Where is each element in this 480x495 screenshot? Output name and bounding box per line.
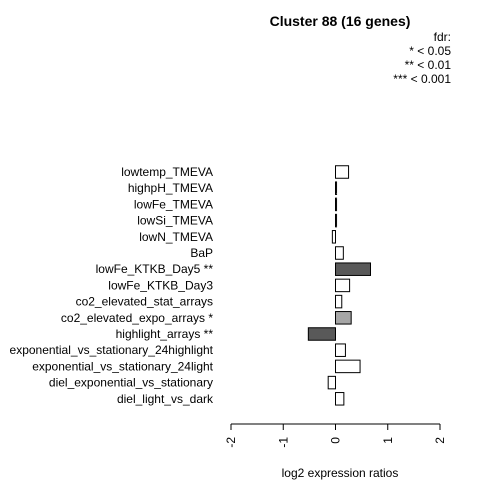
legend-entry: * < 0.05	[409, 44, 451, 58]
bar	[335, 246, 344, 260]
bar	[335, 359, 361, 374]
bars: lowtemp_TMEVA highpH_TMEVA lowFe_TMEVA lowS…	[10, 165, 372, 406]
x-tick-label: 1	[381, 437, 395, 444]
x-tick-label: 2	[433, 437, 447, 444]
bar	[307, 327, 336, 341]
category-label: lowFe_KTKB_Day5 **	[96, 262, 214, 276]
bar	[335, 197, 338, 212]
category-label: diel_light_vs_dark	[117, 392, 214, 406]
category-label: lowN_TMEVA	[139, 230, 213, 244]
category-label: lowFe_KTKB_Day3	[108, 278, 213, 292]
category-label: highpH_TMEVA	[128, 181, 213, 195]
x-tick-label: -2	[224, 437, 238, 448]
legend-entry: ** < 0.01	[405, 58, 452, 72]
legend: fdr: * < 0.05** < 0.01*** < 0.001	[393, 30, 451, 86]
legend-entry: *** < 0.001	[393, 72, 451, 86]
x-tick-label: 0	[329, 437, 343, 444]
bar	[335, 392, 345, 406]
x-axis: -2 -1 0 1 2	[224, 423, 447, 448]
chart-title: Cluster 88 (16 genes)	[270, 13, 411, 29]
bar	[335, 294, 343, 309]
category-label: BaP	[190, 246, 213, 260]
bar	[335, 262, 372, 276]
bar	[335, 278, 351, 293]
bar	[327, 375, 336, 390]
category-label: co2_elevated_expo_arrays *	[61, 311, 213, 325]
category-label: diel_exponential_vs_stationary	[49, 376, 213, 390]
category-label: lowtemp_TMEVA	[121, 165, 213, 179]
category-label: co2_elevated_stat_arrays	[76, 295, 213, 309]
category-label: highlight_arrays **	[116, 327, 214, 341]
bar	[335, 165, 350, 179]
bar	[331, 230, 336, 244]
category-label: lowSi_TMEVA	[137, 214, 213, 228]
category-label: exponential_vs_stationary_24highlight	[10, 343, 214, 357]
x-tick-label: -1	[276, 437, 290, 448]
bar	[335, 213, 338, 228]
legend-title: fdr:	[434, 30, 451, 44]
x-axis-label: log2 expression ratios	[282, 466, 399, 480]
bar	[335, 343, 346, 357]
bar	[335, 311, 352, 325]
category-label: exponential_vs_stationary_24light	[32, 359, 213, 373]
bar	[335, 181, 338, 195]
category-label: lowFe_TMEVA	[134, 197, 213, 211]
